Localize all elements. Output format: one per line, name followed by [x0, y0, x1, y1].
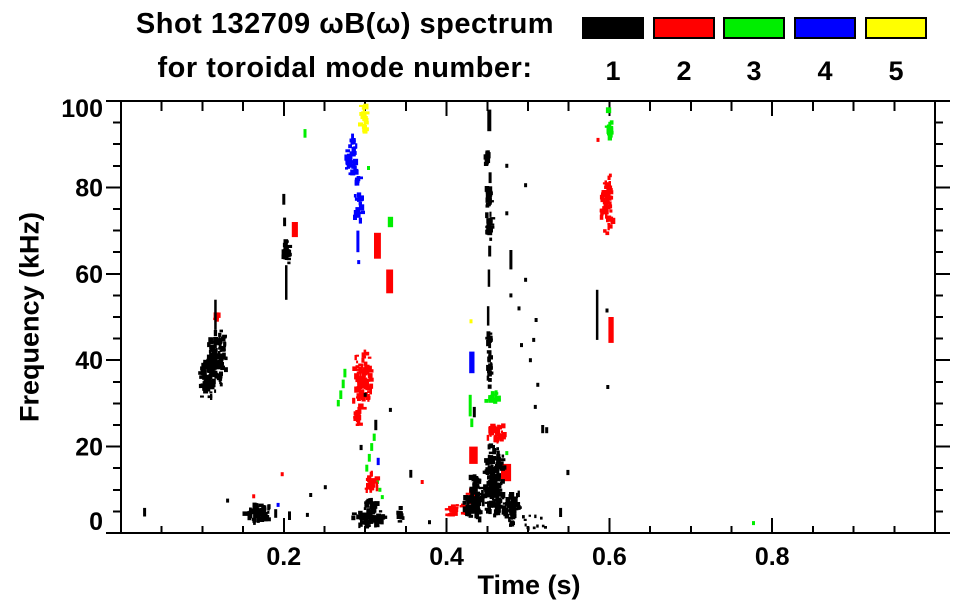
y-tick-label: 100: [61, 95, 103, 123]
y-tick-label: 40: [75, 347, 103, 375]
y-tick-label: 60: [75, 261, 103, 289]
data-marks-mode-4: [276, 133, 475, 507]
plot-frame: [120, 100, 936, 534]
legend-label-1: 1: [605, 56, 621, 86]
legend-label-5: 5: [888, 56, 904, 86]
legend-label-3: 3: [746, 56, 762, 86]
x-tick-label: 0.4: [429, 543, 464, 571]
chart-title-line1: Shot 132709 ωB(ω) spectrum: [135, 8, 555, 40]
legend-swatch-1: [582, 17, 644, 39]
legend-label-2: 2: [676, 56, 692, 86]
x-axis-label: Time (s): [477, 570, 581, 600]
legend-swatch-3: [723, 17, 785, 39]
y-tick-label: 80: [75, 174, 103, 202]
x-tick-label: 0.2: [266, 543, 301, 571]
legend-swatch-2: [653, 17, 715, 39]
data-marks-mode-3: [303, 107, 755, 526]
y-tick-label: 0: [89, 508, 103, 536]
chart-title-line2: for toroidal mode number:: [157, 52, 533, 84]
y-tick-label: 20: [75, 434, 103, 462]
data-marks-mode-1: [143, 109, 610, 531]
legend-swatch-5: [865, 17, 927, 39]
legend-swatch-4: [794, 17, 856, 39]
data-marks-mode-5: [358, 103, 473, 324]
legend-label-4: 4: [817, 56, 833, 86]
data-marks-mode-2: [213, 137, 616, 517]
x-tick-label: 0.6: [592, 543, 627, 571]
y-axis-label: Frequency (kHz): [14, 211, 45, 423]
x-tick-label: 0.8: [755, 543, 790, 571]
chart-title: Shot 132709 ωB(ω) spectrum for toroidal …: [55, 2, 635, 90]
